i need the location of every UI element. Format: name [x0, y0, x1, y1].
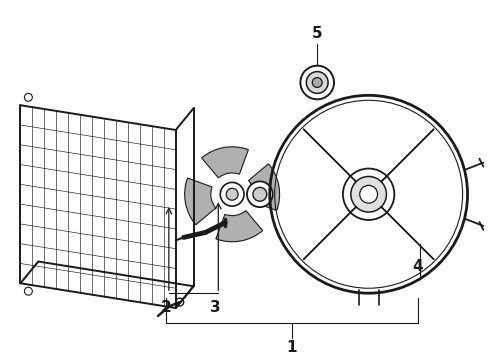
Circle shape [312, 77, 322, 87]
Circle shape [360, 185, 377, 203]
Circle shape [226, 188, 238, 200]
Text: 5: 5 [312, 26, 322, 41]
Wedge shape [248, 164, 280, 211]
Text: 3: 3 [210, 300, 221, 315]
Wedge shape [216, 211, 263, 242]
Text: 4: 4 [413, 260, 423, 274]
Circle shape [300, 66, 334, 99]
Circle shape [351, 176, 387, 212]
Circle shape [220, 183, 244, 206]
Wedge shape [185, 178, 216, 225]
Text: 2: 2 [161, 300, 171, 315]
Circle shape [247, 181, 273, 207]
Circle shape [306, 72, 328, 93]
Circle shape [253, 187, 267, 201]
Text: 1: 1 [287, 340, 297, 355]
Wedge shape [201, 147, 248, 178]
